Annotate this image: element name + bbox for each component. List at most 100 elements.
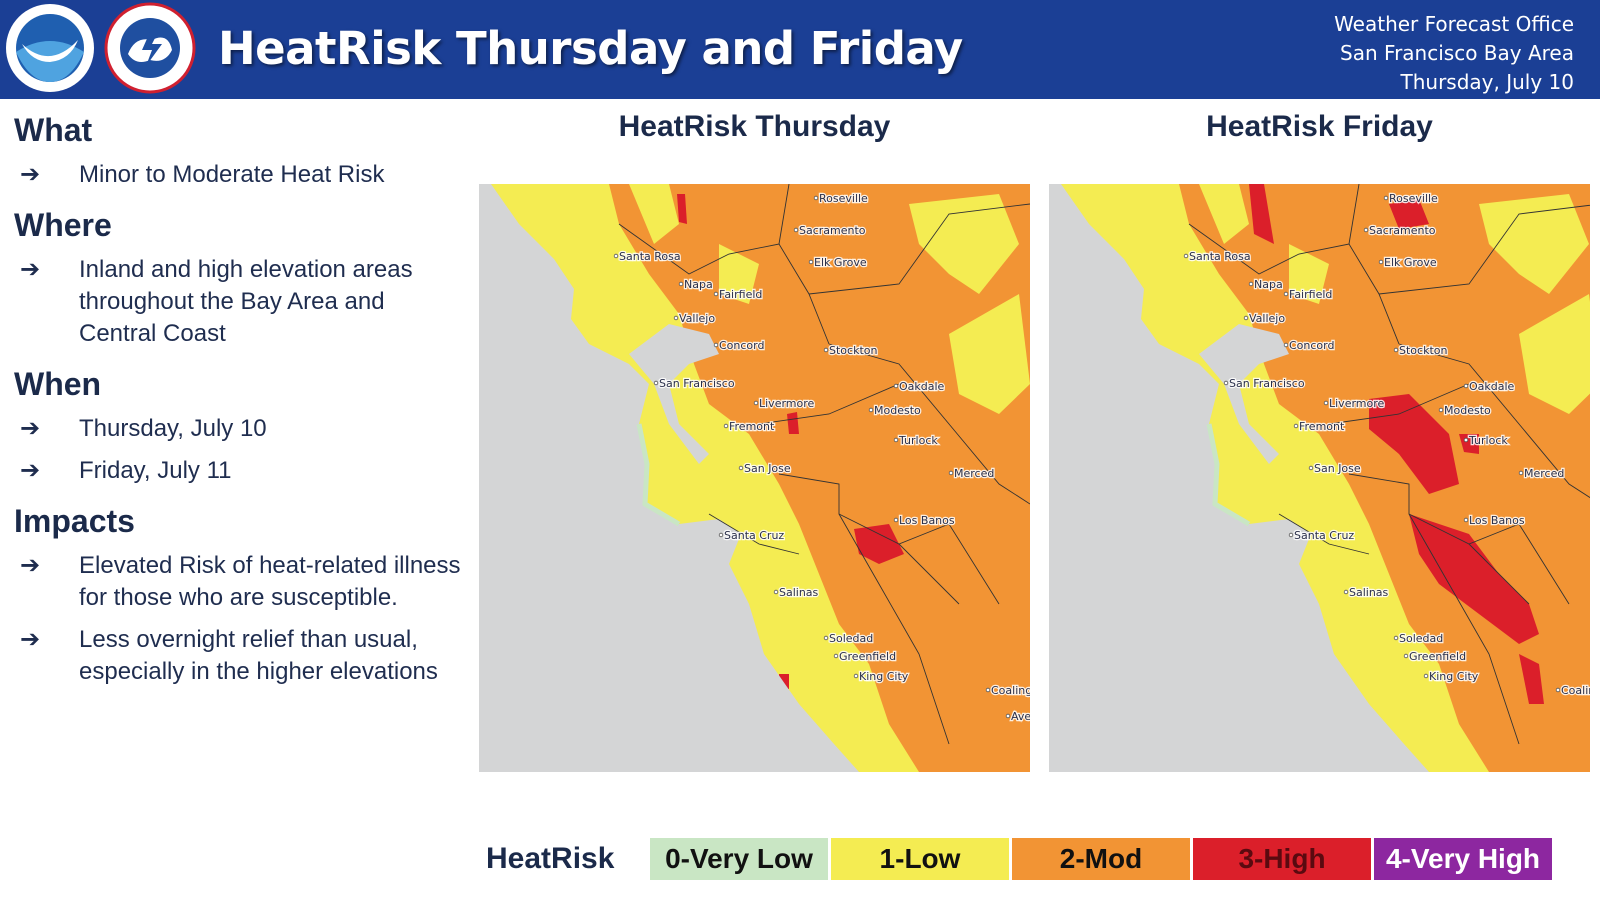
city-label: Oakdale	[899, 380, 945, 393]
city-dot	[753, 400, 759, 406]
city-dot	[1393, 347, 1399, 353]
high-risk-area	[1409, 514, 1539, 644]
city-label: Soledad	[829, 632, 873, 645]
ocean	[1049, 184, 1429, 772]
mod-risk-area	[1179, 184, 1590, 772]
city-dot	[823, 635, 829, 641]
county-line	[1398, 343, 1590, 499]
city-dot	[723, 423, 729, 429]
city-label: Sacramento	[1369, 224, 1436, 237]
city-dot	[718, 532, 724, 538]
city-dot	[713, 342, 719, 348]
city-label: Elk Grove	[1384, 256, 1437, 269]
city-dot	[1293, 423, 1299, 429]
city-dot	[678, 281, 684, 287]
city-label: Napa	[684, 278, 713, 291]
low-risk-area	[1289, 244, 1329, 304]
header: HeatRisk Thursday and Friday Weather For…	[0, 0, 1600, 99]
city-label: King City	[859, 670, 909, 683]
map-title: HeatRisk Friday	[1206, 110, 1433, 143]
low-risk-area	[949, 294, 1030, 414]
city-dot	[1403, 653, 1409, 659]
county-line	[1378, 204, 1590, 295]
city-dot	[1223, 380, 1229, 386]
city-dot	[1378, 259, 1384, 265]
office-line: San Francisco Bay Area	[1340, 41, 1574, 65]
city-dot	[1183, 253, 1189, 259]
section-heading: Where	[14, 207, 112, 243]
county-line	[618, 223, 830, 345]
city-dot	[1243, 315, 1249, 321]
city-dot	[1363, 227, 1369, 233]
city-label: Concord	[1289, 339, 1334, 352]
city-label: Los Banos	[1469, 514, 1525, 527]
county-line	[1468, 543, 1530, 605]
city-dot	[653, 380, 659, 386]
county-line	[708, 513, 800, 555]
city-dot	[1393, 635, 1399, 641]
county-line	[1348, 473, 1570, 605]
city-label: Salinas	[1349, 586, 1389, 599]
section: When Thursday, July 10 Friday, July 11	[14, 366, 464, 487]
high-risk-area	[1459, 434, 1479, 454]
bay	[1199, 324, 1289, 464]
city-label: Santa Cruz	[724, 529, 784, 542]
city-label: Coalinga	[991, 684, 1030, 697]
city-dot	[1288, 532, 1294, 538]
city-label: Livermore	[1329, 397, 1385, 410]
city-label: Sacramento	[799, 224, 866, 237]
section: Impacts Elevated Risk of heat-related ill…	[14, 503, 464, 688]
office-line: Thursday, July 10	[1400, 70, 1575, 94]
section-heading: What	[14, 112, 93, 148]
city-label: Merced	[1524, 467, 1564, 480]
city-dot	[773, 589, 779, 595]
bullet-item: Minor to Moderate Heat Risk	[14, 159, 464, 191]
bullet-item: Inland and high elevation areas througho…	[14, 254, 464, 350]
city-dot	[893, 437, 899, 443]
section: What Minor to Moderate Heat Risk	[14, 112, 464, 191]
county-line	[778, 184, 790, 245]
city-label: King City	[1429, 670, 1479, 683]
county-line	[1348, 184, 1360, 245]
city-dot	[948, 470, 954, 476]
city-label: Modesto	[874, 404, 921, 417]
city-dot	[1518, 470, 1524, 476]
low-risk-area	[629, 184, 679, 244]
city-label: Roseville	[1389, 192, 1438, 205]
city-label: Vallejo	[1249, 312, 1285, 325]
city-dot	[1555, 687, 1561, 693]
city-dot	[1248, 281, 1254, 287]
city-label: Stockton	[1399, 344, 1447, 357]
legend-level: 0-Very Low	[650, 838, 828, 880]
city-label: Turlock	[898, 434, 938, 447]
city-dot	[738, 465, 744, 471]
county-line	[898, 543, 960, 605]
city-label: Turlock	[1468, 434, 1508, 447]
city-dot	[1283, 342, 1289, 348]
city-dot	[1005, 713, 1011, 719]
low-risk-area	[1199, 184, 1249, 244]
office-line: Weather Forecast Office	[1334, 12, 1574, 36]
title: HeatRisk Thursday and Friday	[218, 22, 963, 75]
high-risk-area	[1389, 199, 1429, 229]
city-dot	[1423, 673, 1429, 679]
city-dot	[985, 687, 991, 693]
ocean	[479, 184, 859, 772]
coast-strip	[636, 423, 681, 527]
city-dot	[1438, 407, 1444, 413]
city-label: Merced	[954, 467, 994, 480]
county-line	[1188, 223, 1400, 345]
county-line	[808, 203, 1030, 295]
city-label: Napa	[1254, 278, 1283, 291]
city-label: Soledad	[1399, 632, 1443, 645]
city-label: Fairfield	[719, 288, 762, 301]
city-dot	[808, 259, 814, 265]
city-dot	[1283, 291, 1289, 297]
city-dot	[613, 253, 619, 259]
county-line	[1278, 513, 1370, 555]
county-line	[828, 343, 1030, 505]
bullet-item: Thursday, July 10	[14, 413, 464, 445]
city-dot	[893, 517, 899, 523]
city-dot	[823, 347, 829, 353]
